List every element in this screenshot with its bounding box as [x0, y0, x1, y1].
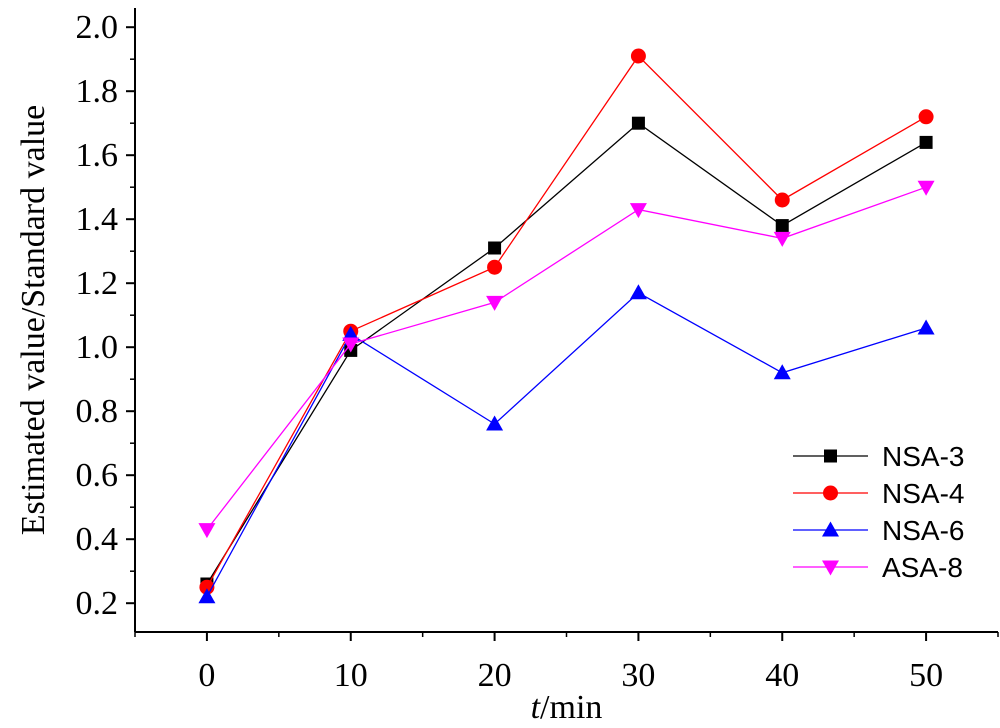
data-point [919, 135, 933, 149]
x-tick-label: 0 [198, 657, 215, 694]
y-tick-label: 0.2 [76, 585, 119, 622]
y-tick-label: 2.0 [76, 9, 119, 46]
legend-item: NSA-4 [793, 478, 964, 509]
x-tick-label: 40 [765, 657, 799, 694]
data-point [774, 192, 790, 208]
series-NSA-6 [198, 284, 935, 604]
y-tick-label: 0.6 [76, 457, 119, 494]
data-point [342, 337, 360, 353]
x-tick-label: 10 [334, 657, 368, 694]
data-point [198, 523, 216, 539]
legend: NSA-3 NSA-4 NSA-6 ASA-8 [793, 441, 964, 583]
y-tick-label: 1.4 [76, 201, 119, 238]
legend-label: NSA-6 [882, 515, 964, 546]
y-axis: 0.2 0.4 0.6 0.8 1.0 1.2 1.4 1.6 1.8 2.0 [76, 9, 135, 622]
legend-item: ASA-8 [793, 552, 963, 583]
y-tick-label: 1.2 [76, 265, 119, 302]
y-tick-label: 1.6 [76, 137, 119, 174]
series-layer [198, 48, 935, 604]
series-line [206, 186, 927, 530]
x-tick-label: 50 [909, 657, 943, 694]
legend-marker [822, 521, 839, 537]
data-point [630, 48, 646, 64]
legend-marker [822, 560, 839, 576]
series-line [206, 54, 927, 588]
data-point [486, 295, 504, 311]
legend-item: NSA-3 [793, 441, 964, 472]
data-point [486, 415, 504, 431]
series-NSA-4 [199, 48, 934, 595]
legend-label: NSA-4 [882, 478, 964, 509]
data-point [488, 241, 502, 255]
x-axis-title: t/min [531, 689, 603, 726]
data-point [631, 116, 645, 130]
data-point [917, 180, 935, 196]
x-tick-label: 30 [621, 657, 655, 694]
legend-label: NSA-3 [882, 441, 964, 472]
data-point [629, 203, 647, 219]
series-ASA-8 [198, 180, 935, 539]
legend-item: NSA-6 [793, 515, 964, 546]
data-point [198, 588, 216, 604]
plot-frame [134, 8, 998, 633]
data-point [342, 325, 360, 341]
data-point [917, 319, 935, 335]
y-tick-label: 1.0 [76, 329, 119, 366]
data-point [775, 219, 789, 233]
y-tick-label: 0.4 [76, 521, 119, 558]
x-tick-label: 20 [478, 657, 512, 694]
y-axis-title: Estimated value/Standard value [15, 105, 52, 536]
legend-marker [824, 449, 837, 463]
series-line [206, 122, 927, 585]
data-point [487, 259, 503, 275]
y-tick-label: 1.8 [76, 73, 119, 110]
x-axis: 0 10 20 30 40 50 [134, 632, 999, 694]
series-NSA-3 [200, 116, 933, 591]
data-point [918, 109, 934, 125]
series-line [206, 292, 927, 598]
y-tick-label: 0.8 [76, 393, 119, 430]
x-axis-title-unit: /min [540, 689, 602, 726]
data-point [629, 284, 647, 300]
x-axis-title-variable: t [531, 689, 542, 726]
legend-label: ASA-8 [882, 552, 963, 583]
legend-marker [823, 485, 838, 501]
data-point [773, 231, 791, 247]
data-point [773, 364, 791, 380]
